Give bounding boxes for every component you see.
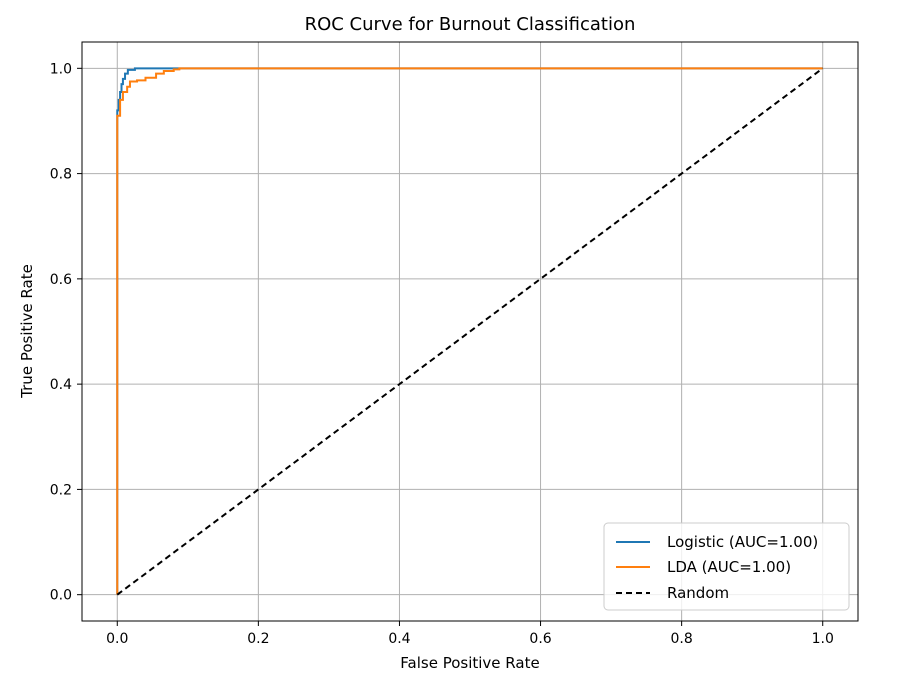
x-tick-label: 0.6 bbox=[529, 631, 551, 647]
y-tick-label: 0.4 bbox=[50, 377, 72, 393]
y-tick-label: 0.0 bbox=[50, 588, 72, 604]
y-axis-label: True Positive Rate bbox=[18, 264, 36, 399]
chart-title: ROC Curve for Burnout Classification bbox=[305, 14, 636, 35]
y-tick-label: 0.8 bbox=[50, 167, 72, 183]
x-tick-label: 0.0 bbox=[106, 631, 128, 647]
logistic-roc-line bbox=[116, 67, 823, 595]
random-baseline-line bbox=[116, 67, 824, 596]
x-axis-label: False Positive Rate bbox=[400, 654, 539, 672]
legend-random-label: Random bbox=[667, 584, 729, 602]
legend-box bbox=[603, 522, 850, 611]
grid-lines bbox=[82, 42, 858, 621]
tick-marks bbox=[77, 67, 824, 626]
legend: Logistic (AUC=1.00) LDA (AUC=1.00) Rando… bbox=[603, 522, 850, 611]
tick-labels: 0.0 0.2 0.4 0.6 0.8 1.0 0.0 0.2 0.4 0.6 0.8 1.0 bbox=[50, 61, 834, 647]
lda-roc-line bbox=[116, 67, 823, 595]
y-tick-label: 0.2 bbox=[50, 482, 72, 498]
x-tick-label: 1.0 bbox=[812, 631, 834, 647]
y-tick-label: 0.6 bbox=[50, 272, 72, 288]
x-tick-label: 0.4 bbox=[388, 631, 410, 647]
plot-lines bbox=[116, 67, 824, 596]
plot-frame bbox=[81, 41, 859, 622]
x-tick-label: 0.8 bbox=[671, 631, 693, 647]
legend-logistic-label: Logistic (AUC=1.00) bbox=[667, 533, 818, 551]
x-tick-label: 0.2 bbox=[247, 631, 269, 647]
y-tick-label: 1.0 bbox=[50, 61, 72, 77]
legend-lda-label: LDA (AUC=1.00) bbox=[667, 558, 791, 576]
